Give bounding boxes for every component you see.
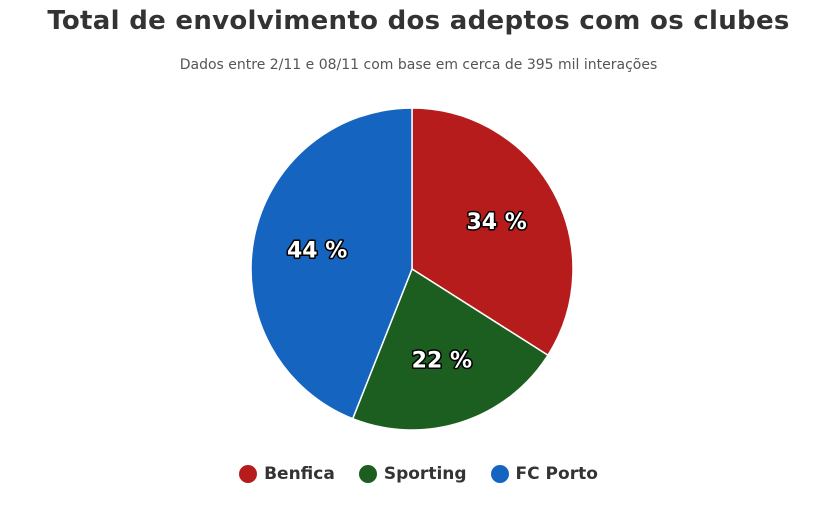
legend-item-benfica[interactable]: Benfica	[239, 464, 335, 484]
pie-slice-sporting[interactable]	[351, 267, 549, 431]
chart-subtitle: Dados entre 2/11 e 08/11 com base em cer…	[179, 57, 658, 73]
legend-item-fc-porto[interactable]: FC Porto	[490, 464, 598, 484]
slice-label-benfica: 34 %	[466, 210, 526, 235]
legend-label-sporting: Sporting	[383, 464, 467, 484]
pie-slice-fc-porto[interactable]	[250, 107, 413, 420]
pie-slice-benfica[interactable]	[411, 107, 574, 357]
legend-item-sporting[interactable]: Sporting	[358, 464, 467, 484]
legend-marker-sporting	[358, 465, 377, 483]
slice-label-sporting: 22 %	[412, 348, 472, 373]
legend-label-benfica: Benfica	[264, 464, 335, 484]
slice-label-fc-porto: 44 %	[287, 238, 347, 263]
legend-marker-fc-porto	[490, 465, 509, 483]
chart-legend: Benfica Sporting FC Porto	[0, 464, 837, 484]
legend-marker-benfica	[239, 465, 258, 483]
chart-title: Total de envolvimento dos adeptos com os…	[47, 6, 790, 36]
legend-label-fc-porto: FC Porto	[515, 464, 598, 484]
